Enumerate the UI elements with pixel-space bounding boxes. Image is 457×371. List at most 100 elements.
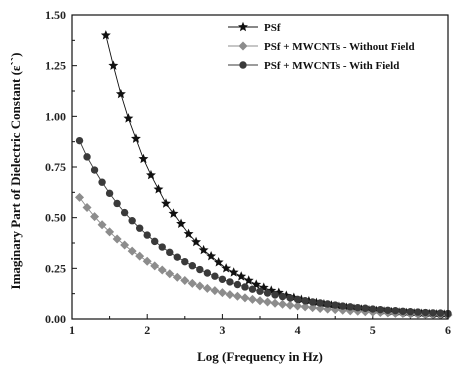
data-point [248, 285, 257, 293]
data-point [115, 88, 126, 99]
data-point [308, 303, 318, 313]
data-point [346, 303, 354, 311]
data-point [436, 309, 445, 317]
data-point [211, 272, 219, 280]
data-point [166, 248, 174, 257]
data-point [316, 299, 324, 307]
data-point [90, 212, 100, 222]
legend: PSf PSf + MWCNTs - Without Field PSf + MWC… [228, 21, 415, 72]
data-point [183, 228, 194, 239]
data-point [217, 288, 227, 298]
plot-frame [71, 14, 449, 320]
x-tick-label: 4 [295, 323, 301, 337]
data-point [181, 257, 189, 266]
data-point [225, 290, 235, 300]
data-point [369, 305, 377, 313]
data-point [83, 153, 91, 161]
y-tick-label: 1.00 [45, 109, 66, 123]
data-point [150, 261, 160, 271]
data-point [138, 153, 149, 164]
data-point [120, 208, 129, 217]
data-point [176, 218, 186, 228]
data-point [300, 302, 310, 312]
data-point [406, 308, 415, 316]
legend-entry: PSf + MWCNTs - With Field [228, 60, 399, 72]
data-point [123, 113, 134, 123]
legend-label: PSf + MWCNTs - With Field [264, 60, 399, 72]
data-point [151, 237, 159, 246]
data-point [308, 298, 317, 306]
data-point [180, 275, 190, 285]
data-point [256, 287, 264, 295]
data-point [247, 294, 257, 304]
data-point [339, 302, 347, 310]
data-point [165, 269, 175, 279]
data-point [187, 278, 197, 288]
data-point [226, 278, 234, 286]
data-point [128, 217, 136, 225]
x-tick-label: 6 [445, 323, 451, 337]
data-point [301, 297, 309, 305]
y-tick-label: 1.50 [45, 8, 66, 22]
data-point [391, 306, 400, 315]
data-point [323, 300, 332, 308]
data-point [414, 308, 422, 316]
data-point [236, 271, 247, 281]
data-point [135, 251, 145, 261]
x-tick-label: 5 [370, 323, 376, 337]
data-point [233, 280, 242, 289]
x-tick-label: 3 [219, 323, 225, 337]
data-point [202, 283, 212, 293]
data-point [206, 250, 217, 261]
legend-entry: PSf [228, 21, 281, 34]
data-point [241, 283, 249, 291]
data-point [198, 244, 209, 255]
x-axis-title: Log (Frequency in Hz) [197, 349, 323, 364]
x-tick-label: 1 [69, 323, 75, 337]
data-point [240, 293, 250, 303]
data-point [255, 296, 265, 306]
data-point [293, 301, 303, 311]
data-point [108, 60, 119, 70]
data-point [243, 275, 254, 285]
series-circle [75, 136, 452, 318]
data-point [271, 291, 279, 299]
data-point [228, 267, 239, 277]
data-point [100, 30, 111, 40]
data-point [232, 291, 242, 301]
y-tick-label: 1.25 [45, 59, 66, 73]
data-point [315, 303, 325, 313]
data-point [98, 178, 106, 186]
data-point [285, 300, 295, 310]
data-point [221, 263, 232, 273]
data-point [97, 220, 107, 230]
data-point [263, 289, 272, 297]
data-point [376, 305, 385, 314]
legend-marker [238, 41, 248, 51]
data-point [331, 301, 339, 309]
data-point [263, 297, 273, 307]
data-point [293, 295, 302, 304]
data-point [105, 227, 115, 237]
data-point [399, 307, 407, 315]
data-point [210, 286, 220, 296]
data-point [361, 304, 369, 312]
data-point [143, 231, 151, 239]
tick-labels: 1 2 3 4 5 6 0.00 0.25 0.50 0.75 1.00 1.25 1.50 [45, 8, 451, 337]
data-point [90, 166, 99, 174]
legend-marker [238, 21, 248, 32]
data-point [191, 236, 202, 247]
data-point [213, 257, 224, 267]
data-point [158, 243, 166, 251]
data-point [82, 203, 92, 213]
data-point [127, 246, 137, 256]
y-tick-label: 0.50 [45, 211, 66, 225]
data-point [218, 275, 227, 283]
data-point [354, 303, 362, 312]
data-point [421, 308, 430, 317]
data-point [75, 136, 84, 145]
y-axis-title: Imaginary Part of Dielectric Constant (ε… [8, 53, 23, 290]
y-tick-label: 0.00 [45, 312, 66, 326]
legend-entry: PSf + MWCNTs - Without Field [228, 41, 415, 53]
data-point [135, 224, 144, 232]
